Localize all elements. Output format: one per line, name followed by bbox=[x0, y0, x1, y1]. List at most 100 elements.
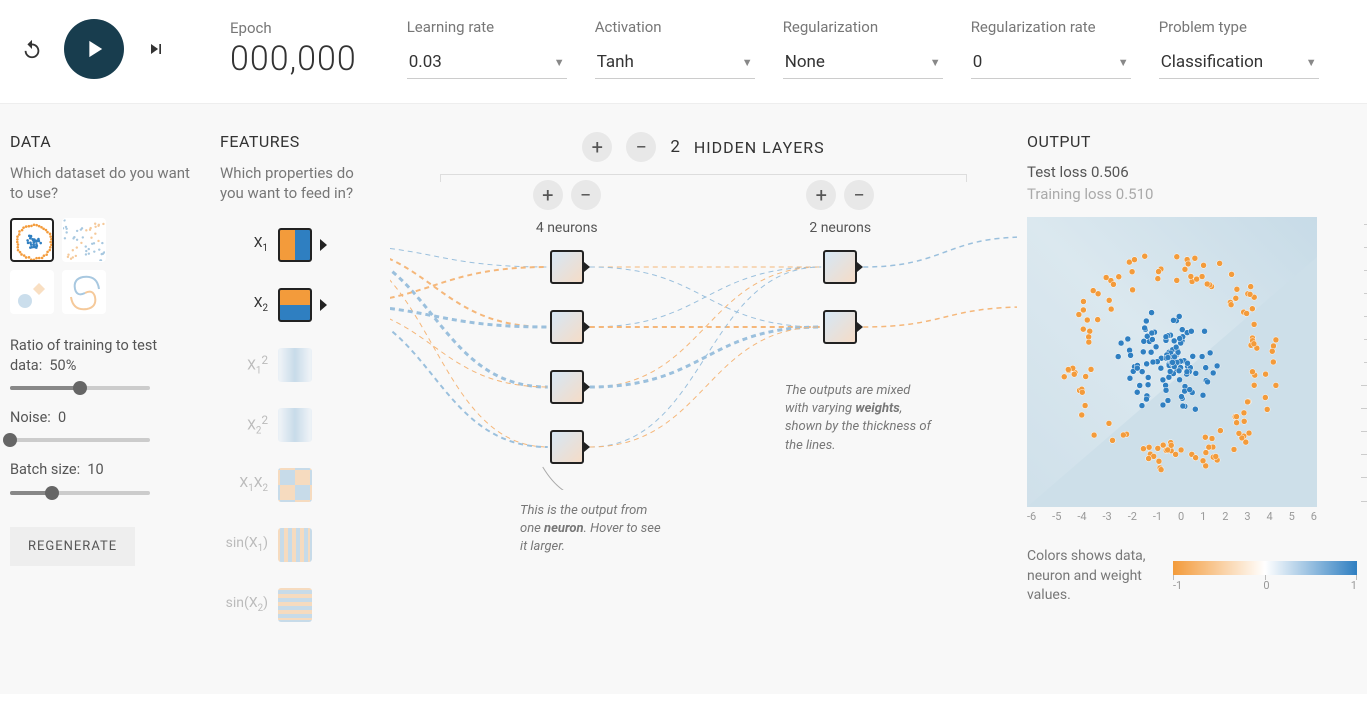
playback-controls bbox=[18, 19, 170, 79]
neuron[interactable] bbox=[550, 310, 584, 344]
data-title: DATA bbox=[10, 132, 190, 151]
reset-button[interactable] bbox=[18, 35, 46, 63]
output-chart bbox=[1027, 217, 1317, 507]
select-label: Activation bbox=[595, 18, 755, 36]
remove-neuron-button[interactable]: − bbox=[571, 180, 601, 210]
output-title: OUTPUT bbox=[1027, 132, 1357, 151]
feature-thumb[interactable] bbox=[278, 588, 312, 622]
feature-label: X1 bbox=[220, 235, 268, 254]
select-control[interactable]: Classification▼ bbox=[1159, 46, 1319, 79]
dataset-spiral[interactable] bbox=[62, 270, 106, 314]
select-label: Problem type bbox=[1159, 18, 1319, 36]
slider-label: Ratio of training to test data: 50% bbox=[10, 336, 190, 377]
data-column: DATA Which dataset do you want to use? R… bbox=[10, 132, 190, 694]
select-control[interactable]: None▼ bbox=[783, 46, 943, 79]
dataset-gauss[interactable] bbox=[10, 270, 54, 314]
neuron[interactable] bbox=[550, 430, 584, 464]
test-loss: Test loss 0.506 bbox=[1027, 163, 1357, 181]
feature-row: sin(X1) bbox=[220, 528, 380, 562]
feature-label: X22 bbox=[220, 413, 268, 436]
x-axis-ticks: -6-5-4-3-2-10123456 bbox=[1027, 510, 1317, 523]
play-button[interactable] bbox=[64, 19, 124, 79]
layer-controls: + − bbox=[806, 180, 874, 210]
slider: Ratio of training to test data: 50% bbox=[10, 336, 190, 391]
epoch-display: Epoch 000,000 bbox=[230, 19, 357, 79]
color-legend: Colors shows data, neuron and weight val… bbox=[1027, 547, 1357, 606]
training-loss: Training loss 0.510 bbox=[1027, 185, 1357, 203]
neuron[interactable] bbox=[823, 310, 857, 344]
feature-row: X1 bbox=[220, 228, 380, 262]
feature-label: sin(X1) bbox=[220, 535, 268, 554]
select-regularization-rate: Regularization rate 0▼ bbox=[971, 18, 1131, 79]
scatter-plot bbox=[1027, 217, 1317, 507]
output-chart-wrap: -6-5-4-3-2-10123456 6543210-1-2-3-4-5-6 bbox=[1027, 217, 1357, 507]
feature-row: X2 bbox=[220, 288, 380, 322]
select-control[interactable]: 0▼ bbox=[971, 46, 1131, 79]
hidden-layer-label: HIDDEN LAYERS bbox=[694, 138, 825, 157]
data-subtitle: Which dataset do you want to use? bbox=[10, 163, 190, 204]
parameter-selects: Learning rate 0.03▼ Activation Tanh▼ Regul… bbox=[407, 18, 1357, 79]
neuron[interactable] bbox=[550, 250, 584, 284]
main-area: DATA Which dataset do you want to use? R… bbox=[0, 104, 1367, 694]
gradient-ticks: -101 bbox=[1173, 579, 1357, 592]
y-axis-ticks: 6543210-1-2-3-4-5-6 bbox=[1361, 217, 1367, 507]
feature-thumb[interactable] bbox=[278, 468, 312, 502]
features-subtitle: Which properties do you want to feed in? bbox=[220, 163, 380, 204]
feature-label: X2 bbox=[220, 295, 268, 314]
slider-track[interactable] bbox=[10, 491, 150, 495]
add-neuron-button[interactable]: + bbox=[806, 180, 836, 210]
select-label: Regularization bbox=[783, 18, 943, 36]
slider-label: Batch size: 10 bbox=[10, 460, 190, 480]
slider: Batch size: 10 bbox=[10, 460, 190, 494]
select-activation: Activation Tanh▼ bbox=[595, 18, 755, 79]
feature-thumb[interactable] bbox=[278, 228, 312, 262]
dataset-circle[interactable] bbox=[10, 218, 54, 262]
feature-row: X22 bbox=[220, 408, 380, 442]
epoch-label: Epoch bbox=[230, 19, 357, 37]
regenerate-button[interactable]: REGENERATE bbox=[10, 527, 135, 566]
dataset-grid bbox=[10, 218, 190, 314]
slider-track[interactable] bbox=[10, 386, 150, 390]
feature-thumb[interactable] bbox=[278, 408, 312, 442]
feature-label: sin(X2) bbox=[220, 595, 268, 614]
output-column: OUTPUT Test loss 0.506 Training loss 0.5… bbox=[1027, 132, 1357, 694]
feature-list: X1 X2 X12 X22 X1X2 sin(X1) sin(X2) bbox=[220, 228, 380, 622]
remove-neuron-button[interactable]: − bbox=[844, 180, 874, 210]
neuron-callout: This is the output from one neuron. Hove… bbox=[520, 502, 670, 557]
features-column: FEATURES Which properties do you want to… bbox=[220, 132, 380, 694]
layer-controls: + − bbox=[533, 180, 601, 210]
feature-output-nub bbox=[320, 299, 327, 311]
slider-label: Noise: 0 bbox=[10, 408, 190, 428]
dataset-xor[interactable] bbox=[62, 218, 106, 262]
select-control[interactable]: 0.03▼ bbox=[407, 46, 567, 79]
hidden-layer-count: 2 bbox=[670, 137, 680, 157]
sliders-container: Ratio of training to test data: 50% Nois… bbox=[10, 336, 190, 495]
slider-track[interactable] bbox=[10, 438, 150, 442]
feature-thumb[interactable] bbox=[278, 288, 312, 322]
features-title: FEATURES bbox=[220, 132, 380, 151]
feature-row: X12 bbox=[220, 348, 380, 382]
network-header: + − 2 HIDDEN LAYERS bbox=[390, 132, 1017, 162]
neuron-count: 4 neurons bbox=[536, 220, 598, 236]
feature-thumb[interactable] bbox=[278, 528, 312, 562]
add-layer-button[interactable]: + bbox=[582, 132, 612, 162]
network-column: + − 2 HIDDEN LAYERS + − 4 neurons + − 2 … bbox=[390, 132, 1017, 694]
hidden-layer-2: + − 2 neurons bbox=[806, 180, 874, 490]
feature-output-nub bbox=[320, 239, 327, 251]
neuron[interactable] bbox=[550, 370, 584, 404]
neuron[interactable] bbox=[823, 250, 857, 284]
add-neuron-button[interactable]: + bbox=[533, 180, 563, 210]
top-bar: Epoch 000,000 Learning rate 0.03▼ Activat… bbox=[0, 0, 1367, 104]
neuron-count: 2 neurons bbox=[809, 220, 871, 236]
feature-row: sin(X2) bbox=[220, 588, 380, 622]
remove-layer-button[interactable]: − bbox=[626, 132, 656, 162]
gradient-bar bbox=[1173, 561, 1357, 575]
step-button[interactable] bbox=[142, 35, 170, 63]
select-learning-rate: Learning rate 0.03▼ bbox=[407, 18, 567, 79]
feature-label: X1X2 bbox=[220, 475, 268, 494]
select-label: Learning rate bbox=[407, 18, 567, 36]
feature-thumb[interactable] bbox=[278, 348, 312, 382]
hidden-layer-1: + − 4 neurons bbox=[533, 180, 601, 490]
feature-label: X12 bbox=[220, 353, 268, 376]
select-control[interactable]: Tanh▼ bbox=[595, 46, 755, 79]
